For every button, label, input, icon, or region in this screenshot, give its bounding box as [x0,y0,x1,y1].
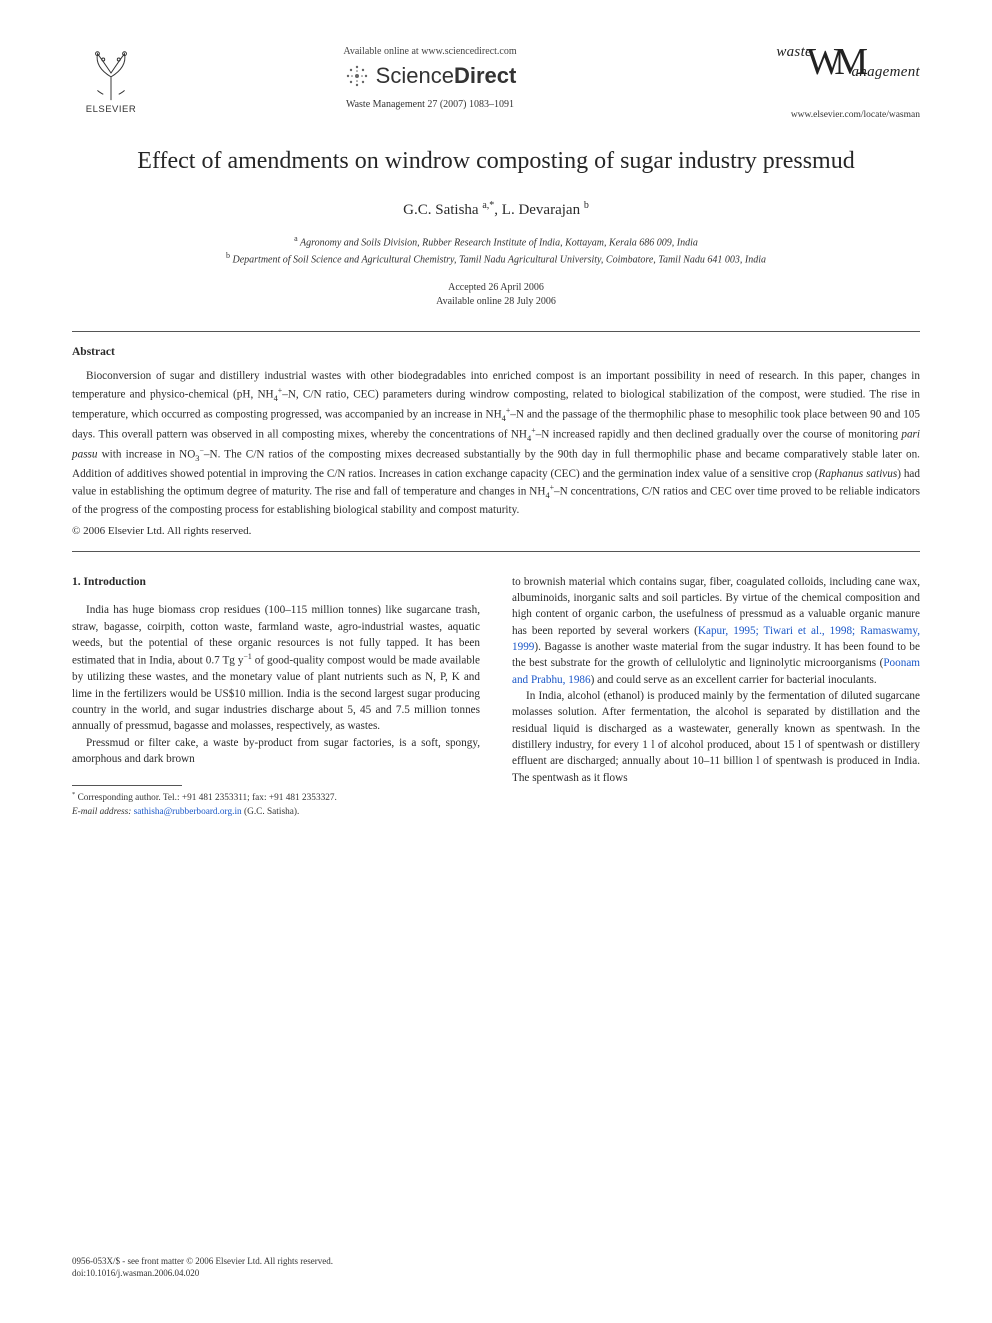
rule-below-abstract [72,551,920,552]
elsevier-logo-block: ELSEVIER [72,44,150,115]
footnote-rule [72,785,182,786]
page-footer: 0956-053X/$ - see front matter © 2006 El… [72,1255,333,1279]
affiliation-b: Department of Soil Science and Agricultu… [232,254,766,265]
header-center: Available online at www.sciencedirect.co… [150,44,710,110]
intro-para-1-cont: to brownish material which contains suga… [512,574,920,688]
intro-para-3: In India, alcohol (ethanol) is produced … [512,688,920,786]
abstract-body: Bioconversion of sugar and distillery in… [72,368,920,518]
journal-reference: Waste Management 27 (2007) 1083–1091 [150,99,710,110]
ref-link-2[interactable]: Poonam and Prabhu, 1986 [512,657,920,685]
abstract-block: Abstract Bioconversion of sugar and dist… [72,332,920,550]
waste-management-logo: waste WM anagement [710,44,920,84]
left-column: 1. Introduction India has huge biomass c… [72,574,480,819]
main-columns: 1. Introduction India has huge biomass c… [72,574,920,819]
elsevier-label: ELSEVIER [72,104,150,115]
wm-management-text: anagement [851,64,920,81]
affiliations: a Agronomy and Soils Division, Rubber Re… [72,233,920,268]
ref-link-1[interactable]: Kapur, 1995; Tiwari et al., 1998; Ramasw… [512,625,920,653]
intro-para-2: Pressmud or filter cake, a waste by-prod… [72,735,480,768]
email-label: E-mail address: [72,807,131,817]
sciencedirect-burst-icon [344,63,370,89]
locate-url: www.elsevier.com/locate/wasman [710,110,920,120]
abstract-text: Bioconversion of sugar and distillery in… [72,368,920,518]
corr-email-link[interactable]: sathisha@rubberboard.org.in [134,807,242,817]
article-dates: Accepted 26 April 2006 Available online … [72,281,920,309]
corr-author-text: Corresponding author. Tel.: +91 481 2353… [78,794,337,804]
accepted-date: Accepted 26 April 2006 [72,281,920,295]
corr-email-who: (G.C. Satisha). [244,807,299,817]
article-title: Effect of amendments on windrow composti… [72,146,920,178]
abstract-copyright: © 2006 Elsevier Ltd. All rights reserved… [72,525,920,537]
footer-copyright: 0956-053X/$ - see front matter © 2006 El… [72,1255,333,1267]
sd-science: Science [376,63,454,88]
sciencedirect-logo: ScienceDirect [344,63,517,89]
right-column: to brownish material which contains suga… [512,574,920,819]
sd-direct: Direct [454,63,516,88]
footer-doi: doi:10.1016/j.wasman.2006.04.020 [72,1267,333,1279]
abstract-heading: Abstract [72,346,920,358]
elsevier-tree-icon [82,44,140,102]
available-online-text: Available online at www.sciencedirect.co… [150,46,710,57]
authors-line: G.C. Satisha a,*, L. Devarajan b [72,200,920,219]
header-row: ELSEVIER Available online at www.science… [72,44,920,120]
intro-para-1: India has huge biomass crop residues (10… [72,602,480,734]
corresponding-author-footnote: * Corresponding author. Tel.: +91 481 23… [72,790,480,818]
affiliation-a: Agronomy and Soils Division, Rubber Rese… [300,237,698,248]
online-date: Available online 28 July 2006 [72,295,920,309]
sciencedirect-wordmark: ScienceDirect [376,63,517,89]
header-right: waste WM anagement www.elsevier.com/loca… [710,44,920,120]
section-1-heading: 1. Introduction [72,574,480,591]
